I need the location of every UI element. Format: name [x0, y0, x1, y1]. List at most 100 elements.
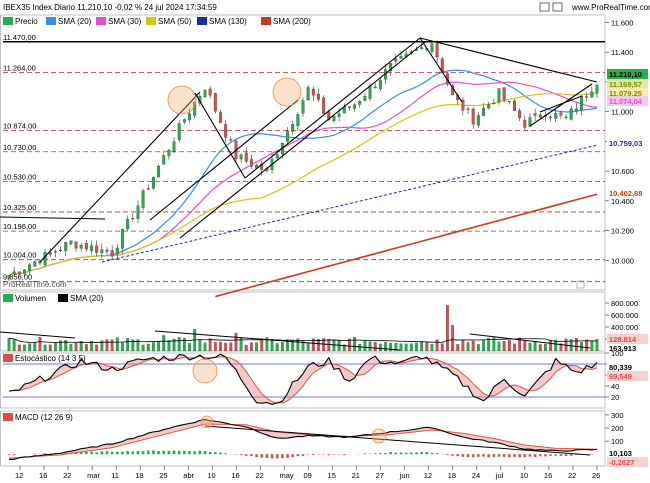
volume-bar — [224, 342, 228, 352]
macd-hist-bar — [79, 451, 83, 455]
sto-fill — [9, 354, 597, 405]
macd-hist-bar — [33, 453, 37, 455]
candle-body — [528, 117, 532, 127]
candle-body — [53, 251, 57, 253]
x-tick-label-17: 12 — [424, 471, 432, 480]
macd-hist-bar — [136, 451, 140, 455]
value-tag-4: 10.759,03 — [609, 139, 642, 148]
y-tick-label-0: 11.600 — [611, 18, 633, 27]
candle-body — [420, 47, 424, 50]
volume-bar — [471, 340, 475, 352]
macd-hist-bar — [523, 454, 527, 458]
x-tick-label-3: mar — [87, 471, 100, 480]
legend-swatch-volumen — [3, 294, 13, 302]
candle-body — [523, 119, 527, 128]
candle-body — [229, 139, 233, 141]
candle-body — [7, 275, 11, 279]
candle-body — [471, 108, 475, 125]
level-label-0: 11.470,00 — [3, 33, 36, 42]
candle-body — [121, 229, 124, 249]
legend-swatch-macd — [3, 413, 13, 421]
macd-hist-bar — [100, 451, 104, 455]
candle-body — [69, 240, 73, 245]
settings-icon[interactable] — [552, 2, 563, 12]
sto-highlight-circle — [192, 358, 218, 384]
volume-trend-line-0 — [0, 331, 76, 339]
candle-body — [239, 154, 243, 160]
macd-tag-bg2 — [607, 457, 648, 467]
volume-bar — [110, 339, 114, 352]
volume-bar — [446, 305, 449, 352]
volume-bar — [373, 341, 377, 352]
volume-bar — [440, 343, 444, 352]
candle-body — [131, 218, 135, 220]
candle-body — [373, 86, 377, 89]
candle-body — [482, 107, 485, 116]
volume-bar — [95, 344, 99, 352]
volume-bar — [378, 343, 382, 352]
candle-body — [378, 79, 382, 89]
candle-body — [327, 111, 331, 120]
volume-bar — [126, 338, 130, 352]
chart-header: IBEX35 Index Diario 11.210,10 -0,02 % 24… — [3, 2, 650, 12]
volume-bar — [90, 341, 93, 352]
volume-bar — [54, 343, 57, 352]
macd-highlight-circle-1 — [371, 428, 387, 444]
value-tag-bg-1 — [607, 79, 648, 89]
legend-sma20: SMA (20) — [58, 17, 92, 26]
info-icon[interactable] — [576, 280, 585, 289]
stochastic-legend: Estocástico (14 3 5) — [3, 354, 86, 363]
volume-bar — [399, 343, 403, 352]
candle-body — [33, 261, 37, 267]
level-label-2: 10.874,00 — [3, 121, 36, 130]
magnify-icon[interactable] — [539, 2, 550, 12]
macd-hist-bar — [162, 450, 166, 455]
site-label: www.ProRealTime.com — [571, 3, 650, 12]
candle-body — [564, 116, 568, 118]
level-label-1: 11.264,00 — [3, 63, 36, 72]
volume-bar — [280, 342, 284, 352]
x-tick-label-23: 22 — [568, 471, 576, 480]
candle-body — [507, 100, 511, 103]
candle-body — [275, 154, 279, 159]
volume-bar — [476, 344, 480, 352]
macd-hist-bar — [410, 452, 413, 455]
candle-body — [115, 247, 119, 255]
candle-body — [322, 97, 326, 114]
candle-body — [580, 96, 583, 111]
candle-body — [23, 269, 26, 274]
volume-bar — [141, 344, 145, 352]
volume-bar — [487, 338, 491, 352]
panel-frame-3 — [0, 410, 606, 467]
candle-body — [466, 108, 470, 110]
volume-bar — [394, 343, 398, 352]
vol-tick-label-2: 400.000 — [611, 323, 638, 332]
macd-hist-bar — [487, 454, 490, 458]
sto-tag-bg — [607, 362, 648, 372]
volume-bar — [79, 341, 83, 352]
volume-bar — [306, 342, 310, 352]
macd-hist-bar — [146, 450, 150, 455]
volume-bar — [523, 340, 527, 352]
toolbar-icons[interactable] — [539, 2, 563, 12]
candle-body — [296, 114, 300, 127]
volume-bar — [492, 337, 496, 352]
chart-title: IBEX35 Index Diario 11.210,10 -0,02 % 24… — [3, 3, 217, 12]
macd-highlight-circle-0 — [200, 415, 214, 429]
volume-bar — [59, 340, 62, 352]
price-panel — [0, 37, 605, 298]
trend-line-9 — [0, 216, 106, 220]
macd-hist-bar — [224, 453, 227, 455]
candle-body — [590, 91, 594, 98]
x-tick-label-8: 10 — [207, 471, 215, 480]
macd-hist-bar — [502, 454, 506, 457]
macd-hist-bar — [425, 451, 429, 455]
highlight-circles — [167, 77, 302, 115]
candle-body — [74, 241, 78, 249]
candle-body — [224, 124, 228, 138]
x-tick-label-20: jul — [495, 471, 504, 480]
volume-bar — [105, 339, 109, 352]
volume-bar — [74, 342, 78, 352]
macd-hist-bar — [533, 454, 537, 458]
